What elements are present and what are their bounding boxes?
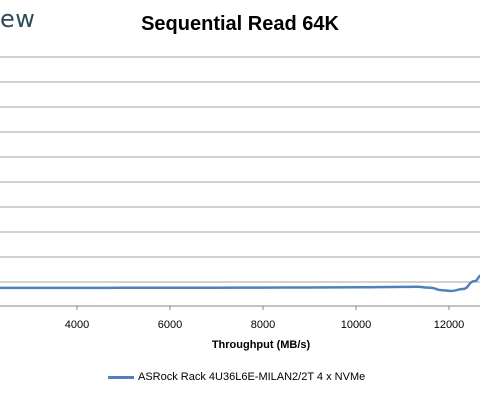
gridlines [0, 56, 480, 307]
x-tick-label: 12000 [434, 319, 465, 331]
x-tick-label: 8000 [251, 319, 275, 331]
x-tick-label: 4000 [65, 319, 89, 331]
x-axis-ticks: 4000 6000 8000 10000 12000 [65, 306, 465, 331]
chart-title: Sequential Read 64K [141, 13, 339, 35]
x-tick-label: 10000 [341, 319, 372, 331]
legend-label: ASRock Rack 4U36L6E-MILAN2/2T 4 x NVMe [138, 371, 366, 383]
legend: ASRock Rack 4U36L6E-MILAN2/2T 4 x NVMe [108, 371, 365, 383]
x-axis-label: Throughput (MB/s) [212, 339, 311, 351]
brand-logo-fragment: ew [0, 5, 36, 33]
x-tick-label: 6000 [158, 319, 182, 331]
series-line [0, 274, 480, 293]
series-layer [0, 274, 480, 293]
legend-swatch [108, 375, 134, 379]
